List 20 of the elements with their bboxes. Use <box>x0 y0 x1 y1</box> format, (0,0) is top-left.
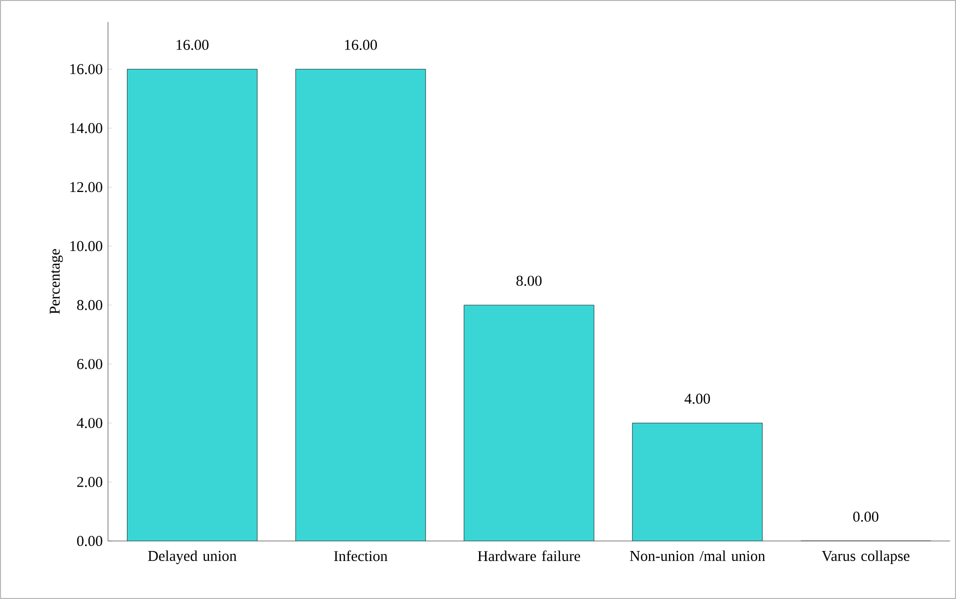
y-tick-label: 6.00 <box>77 358 102 370</box>
x-tick-label: Infection <box>334 550 388 562</box>
data-label: 16.00 <box>176 40 209 50</box>
y-tick-label: 16.00 <box>70 64 102 74</box>
x-tick-label: Non-union /mal union <box>630 550 766 562</box>
y-tick-label: 14.00 <box>70 123 102 134</box>
y-tick-label: 10.00 <box>70 241 102 252</box>
x-tick-label: Varus collapse <box>822 550 910 564</box>
y-tick-label: 12.00 <box>70 182 102 192</box>
x-tick-label: Delayed union <box>148 550 237 564</box>
data-label: 16.00 <box>345 40 377 50</box>
x-tick-label: Hardware failure <box>478 550 580 562</box>
y-tick-label: 0.00 <box>77 536 102 546</box>
data-label: 8.00 <box>516 276 542 286</box>
y-axis-title: Percentage <box>50 249 63 314</box>
data-label: 0.00 <box>853 512 878 522</box>
data-label: 4.00 <box>684 394 710 404</box>
y-tick-label: 4.00 <box>76 418 102 428</box>
y-tick-label: 8.00 <box>77 300 102 310</box>
y-tick-label: 2.00 <box>77 476 102 488</box>
